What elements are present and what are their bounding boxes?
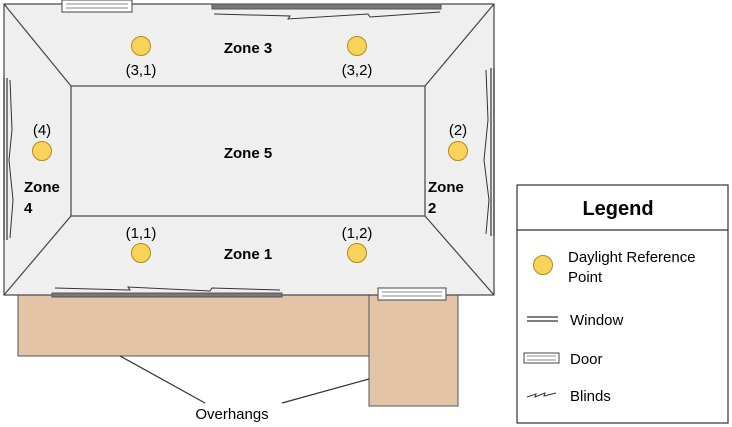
- ref-label-4: (4): [33, 122, 51, 139]
- ref-label-2: (2): [449, 122, 467, 139]
- window-north: [211, 3, 442, 20]
- overhang-label: Overhangs: [195, 406, 268, 423]
- legend-title: Legend: [582, 198, 653, 220]
- divider-se: [424, 215, 495, 296]
- legend-window-label: Window: [570, 312, 624, 329]
- zone-3-label: Zone 3: [224, 40, 272, 57]
- zone-2-label-line2: 2: [428, 200, 436, 217]
- ref-label-3-2: (3,2): [342, 62, 373, 79]
- ref-point-3-2: [347, 36, 367, 56]
- zone-1-label: Zone 1: [224, 246, 272, 263]
- zone-4-label-line1: Zone: [24, 179, 60, 196]
- zone-4-label-line2: 4: [24, 200, 33, 217]
- legend: Legend Daylight Reference Point Window D…: [516, 184, 729, 424]
- ref-point-4: [32, 141, 52, 161]
- legend-door-icon: [523, 352, 560, 364]
- divider-ne: [424, 3, 495, 87]
- ref-point-3-1: [131, 36, 151, 56]
- window-south: [51, 286, 283, 298]
- ref-label-1-1: (1,1): [126, 225, 157, 242]
- door-south: [377, 287, 447, 301]
- ref-point-1-2: [347, 243, 367, 263]
- legend-blinds-icon: [526, 392, 557, 398]
- zone-2-label-line1: Zone: [428, 179, 464, 196]
- window-east: [483, 68, 495, 236]
- legend-door-label: Door: [570, 351, 603, 368]
- legend-ref-point-label-line2: Point: [568, 269, 603, 286]
- legend-ref-point-label-line1: Daylight Reference: [568, 249, 696, 266]
- overhang-leader-right: [281, 378, 370, 404]
- legend-blinds-label: Blinds: [570, 388, 611, 405]
- ref-label-1-2: (1,2): [342, 225, 373, 242]
- ref-label-3-1: (3,1): [126, 62, 157, 79]
- divider-sw: [3, 215, 72, 296]
- legend-ref-point-icon: [533, 255, 553, 275]
- legend-window-icon: [527, 316, 558, 322]
- overhang-leader-left: [119, 355, 206, 404]
- zone-5-label: Zone 5: [224, 145, 272, 162]
- ref-point-1-1: [131, 243, 151, 263]
- window-west: [3, 78, 14, 240]
- door-north: [61, 0, 133, 13]
- divider-nw: [3, 3, 72, 87]
- zone-5-core: [70, 85, 426, 217]
- overhang-east: [368, 294, 459, 407]
- ref-point-2: [448, 141, 468, 161]
